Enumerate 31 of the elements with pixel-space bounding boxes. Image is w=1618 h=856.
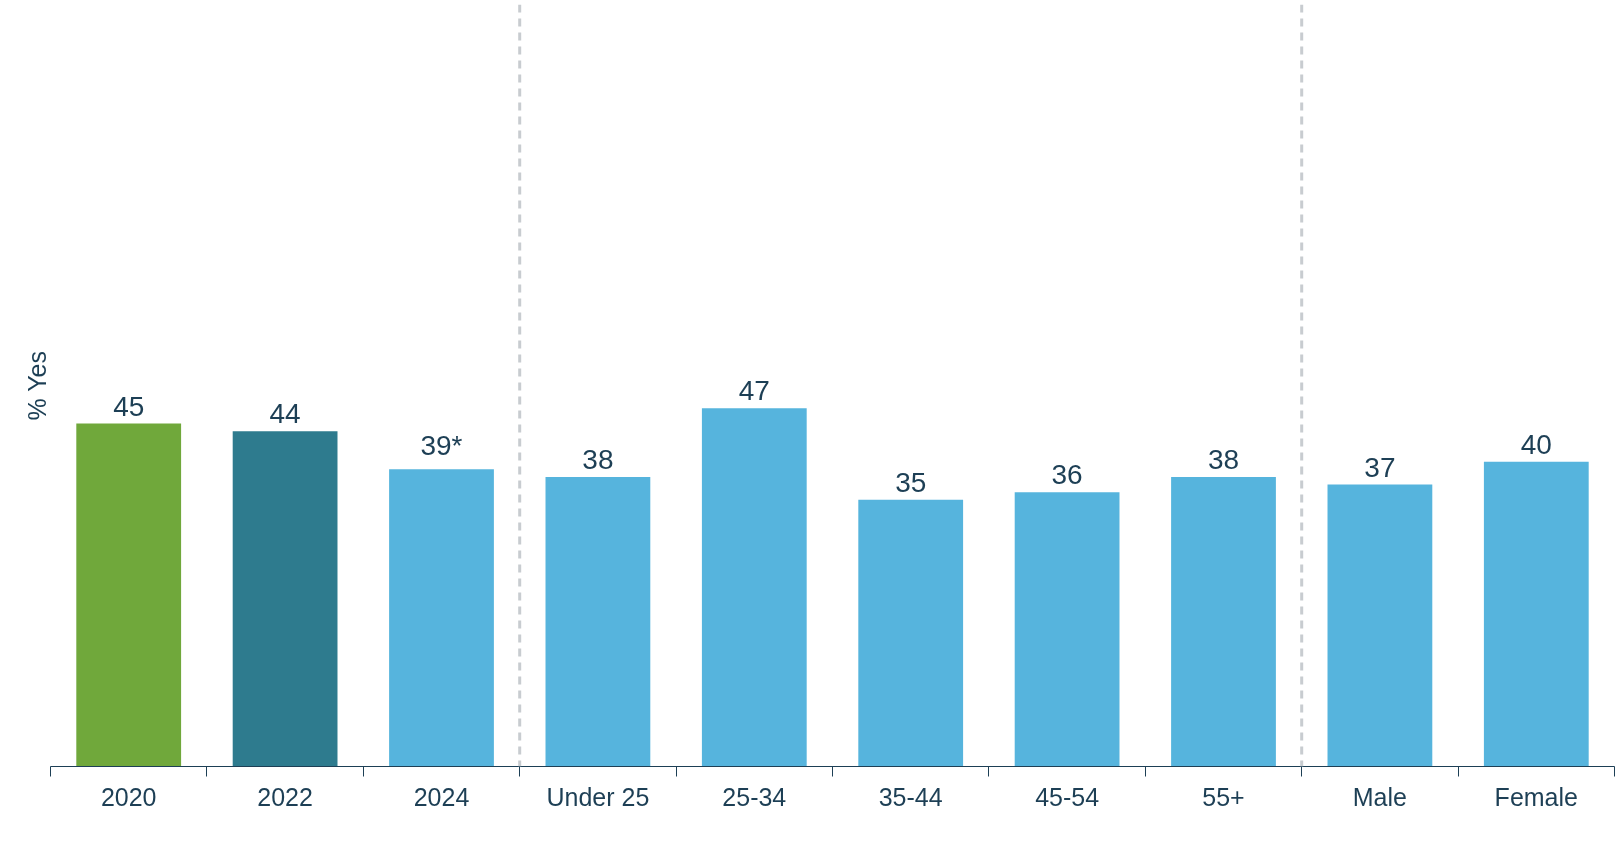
bar — [232, 431, 338, 767]
data-label: 36 — [1051, 459, 1083, 491]
data-label: 40 — [1520, 428, 1552, 460]
x-tick-label: 25-34 — [722, 782, 787, 811]
bar — [76, 423, 182, 767]
bar — [1483, 461, 1589, 767]
data-label: 37 — [1364, 451, 1396, 483]
data-label: 44 — [269, 398, 301, 430]
x-tick-label: Under 25 — [546, 782, 650, 811]
data-label: 47 — [738, 375, 770, 407]
x-tick-label: 2024 — [413, 782, 470, 811]
y-axis-title: % Yes — [22, 350, 51, 421]
bar — [389, 469, 494, 767]
x-tick-label: 35-44 — [878, 782, 943, 811]
bar — [858, 499, 964, 767]
data-label: 38 — [582, 443, 614, 475]
data-label: 45 — [113, 390, 145, 422]
x-tick-label: 45-54 — [1035, 782, 1100, 811]
bar — [545, 476, 651, 767]
data-label: 39* — [420, 430, 463, 462]
bar — [1014, 492, 1120, 767]
bar — [1171, 476, 1276, 767]
x-tick-label: Female — [1494, 782, 1578, 811]
data-label: 38 — [1207, 443, 1240, 475]
x-tick-label: 2022 — [257, 782, 313, 811]
bar — [1327, 484, 1433, 767]
x-tick-label: 55+ — [1202, 782, 1245, 811]
x-tick-label: Male — [1352, 782, 1407, 811]
data-label: 35 — [895, 466, 927, 498]
bar — [701, 408, 807, 767]
x-tick-label: 2020 — [100, 782, 157, 811]
